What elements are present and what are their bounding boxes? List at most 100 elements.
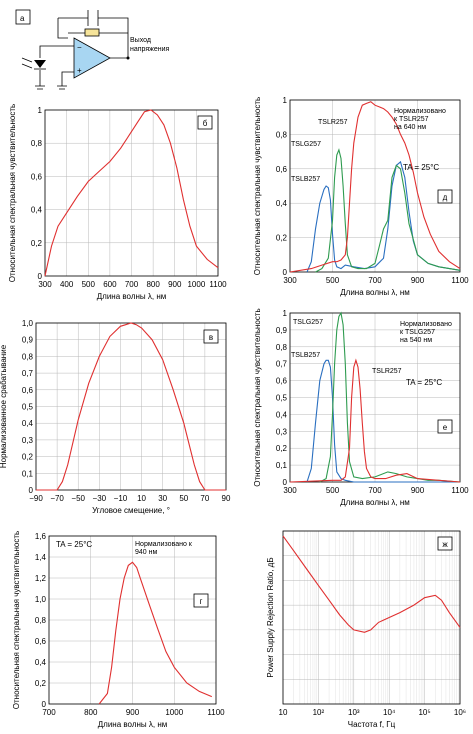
y-tick-label: 0,3 xyxy=(276,427,288,436)
op-amp-symbol xyxy=(73,37,111,79)
resistor-symbol xyxy=(84,28,100,37)
x-tick-label: 70 xyxy=(200,494,209,503)
chart-e: 300 500 700 900 1100 0 0,1 0,2 0,3 0,4 0,5 0,6 0,7 0,… xyxy=(253,308,469,507)
x-tick-label: 10 xyxy=(137,494,146,503)
x-axis-label: Длина волны λ, нм xyxy=(340,498,410,507)
x-tick-label: 500 xyxy=(326,486,340,495)
x-tick-label: 10³ xyxy=(348,708,360,717)
x-tick-label: 600 xyxy=(103,280,117,289)
panel-label-box xyxy=(437,189,453,204)
note-line: на 640 нм xyxy=(394,124,426,131)
y-tick-label: 0,5 xyxy=(276,394,288,403)
y-tick-label: 1,6 xyxy=(35,532,47,541)
plot-frame xyxy=(44,109,219,277)
x-tick-label: 1000 xyxy=(187,280,205,289)
x-tick-label: 1000 xyxy=(165,708,183,717)
ground-symbols xyxy=(35,85,67,90)
op-amp-minus: − xyxy=(77,43,82,52)
series-label-tslb257: TSLB257 xyxy=(291,176,320,183)
y-tick-label: 0,8 xyxy=(276,343,288,352)
temperature-label: TA = 25°C xyxy=(56,540,92,549)
x-tick-label: −50 xyxy=(71,494,85,503)
y-tick-label: 0,6 xyxy=(35,637,47,646)
y-tick-label: 0,2 xyxy=(22,453,34,462)
panel-label-box xyxy=(203,329,219,344)
series-label-tslr257: TSLR257 xyxy=(372,368,402,375)
y-tick-label: 0,8 xyxy=(276,130,288,139)
series-line-tslr257 xyxy=(289,358,461,483)
plot-frame xyxy=(289,99,461,273)
x-axis-label: Частота f, Гц xyxy=(348,720,396,729)
y-tick-label: 0,9 xyxy=(276,326,288,335)
x-tick-label: 1100 xyxy=(209,280,227,289)
y-tick-label: 0,4 xyxy=(276,410,288,419)
y-tick-label: 0,2 xyxy=(276,234,288,243)
x-tick-label: 700 xyxy=(125,280,139,289)
plot-frame xyxy=(48,535,217,705)
y-tick-label: 0 xyxy=(38,272,43,281)
normalization-note: Нормализовано к 940 нм xyxy=(135,541,193,556)
series-line-0 xyxy=(44,109,219,277)
plot-frame xyxy=(282,530,461,705)
x-axis-label: Угловое смещение, ° xyxy=(92,506,170,515)
x-tick-label: 800 xyxy=(146,280,160,289)
series-label-tslr257: TSLR257 xyxy=(318,119,348,126)
chart-panels: 300 400 500 600 700 800 900 1000 110000,20,40,60… xyxy=(0,96,469,729)
y-tick-label: 0,6 xyxy=(22,386,34,395)
op-amp-plus: + xyxy=(77,66,82,75)
x-tick-label: 900 xyxy=(126,708,140,717)
y-tick-label: 1 xyxy=(283,309,288,318)
series-line-tslb257 xyxy=(306,160,461,273)
series-line-tslr257 xyxy=(289,101,461,273)
x-tick-label: 50 xyxy=(179,494,188,503)
y-axis-label: Относительная спектральная чувствительно… xyxy=(253,308,262,486)
x-tick-label: 300 xyxy=(283,276,297,285)
x-tick-label: 700 xyxy=(368,276,382,285)
panel-a-label: а xyxy=(20,14,25,23)
y-tick-label: 0,2 xyxy=(276,444,288,453)
x-tick-label: −30 xyxy=(93,494,107,503)
y-axis-label: Относительная спектральная чувствительно… xyxy=(253,97,262,275)
y-tick-label: 1,0 xyxy=(22,319,34,328)
x-tick-label: 90 xyxy=(222,494,231,503)
y-tick-label: 0,8 xyxy=(31,139,43,148)
panel-label: б xyxy=(203,119,208,128)
circuit-schematic: а − + Выход напряжения xyxy=(15,9,170,90)
y-axis-label: Относительная спектральная чувствительно… xyxy=(8,104,17,282)
y-axis-label: Относительная спектральная чувствительно… xyxy=(12,531,21,709)
x-tick-label: 10² xyxy=(313,708,325,717)
series-line-0 xyxy=(282,535,461,633)
x-tick-label: 400 xyxy=(60,280,74,289)
series-line-tslg257 xyxy=(319,311,461,483)
y-tick-label: 0,7 xyxy=(22,369,34,378)
y-tick-label: 0 xyxy=(29,486,34,495)
panel-label: ж xyxy=(442,540,448,549)
feedback-wire xyxy=(57,17,129,58)
y-tick-label: 0,8 xyxy=(35,616,47,625)
y-tick-label: 0,8 xyxy=(22,352,34,361)
note-line: Нормализовано xyxy=(400,321,452,328)
x-tick-label: 300 xyxy=(38,280,52,289)
x-tick-label: 30 xyxy=(158,494,167,503)
x-tick-label: 1100 xyxy=(207,708,225,717)
output-node xyxy=(126,56,130,60)
series-line-tslg257 xyxy=(315,148,461,273)
panel-label: г xyxy=(200,597,203,606)
x-tick-label: −70 xyxy=(50,494,64,503)
photodiode-wire xyxy=(39,45,74,86)
panel-a-label-box xyxy=(15,9,31,25)
chart-g: 700 800 900 1000 1100 0 0,2 0,4 0,6 0,8 1,0 1,2 1,4 1… xyxy=(12,531,225,729)
note-line: 940 нм xyxy=(135,549,157,556)
light-arrows-icon xyxy=(21,57,33,69)
x-axis-label: Длина волны λ, нм xyxy=(97,292,167,301)
normalization-note: Нормализовано к TSLR257 на 640 нм xyxy=(394,108,446,131)
x-tick-label: 800 xyxy=(84,708,98,717)
y-tick-label: 0,6 xyxy=(276,165,288,174)
y-tick-label: 0,4 xyxy=(276,199,288,208)
normalization-note: Нормализовано к TSLG257 на 540 нм xyxy=(400,321,452,344)
output-label-line1: Выход xyxy=(130,37,151,44)
series-label-tslg257: TSLG257 xyxy=(291,141,321,148)
chart-v: −90 −70 −50 −30 −10 10 30 50 70 90 0 0,1 0,2 0,3 0,4 0,… xyxy=(0,319,231,515)
capacitor-symbol xyxy=(87,10,99,26)
